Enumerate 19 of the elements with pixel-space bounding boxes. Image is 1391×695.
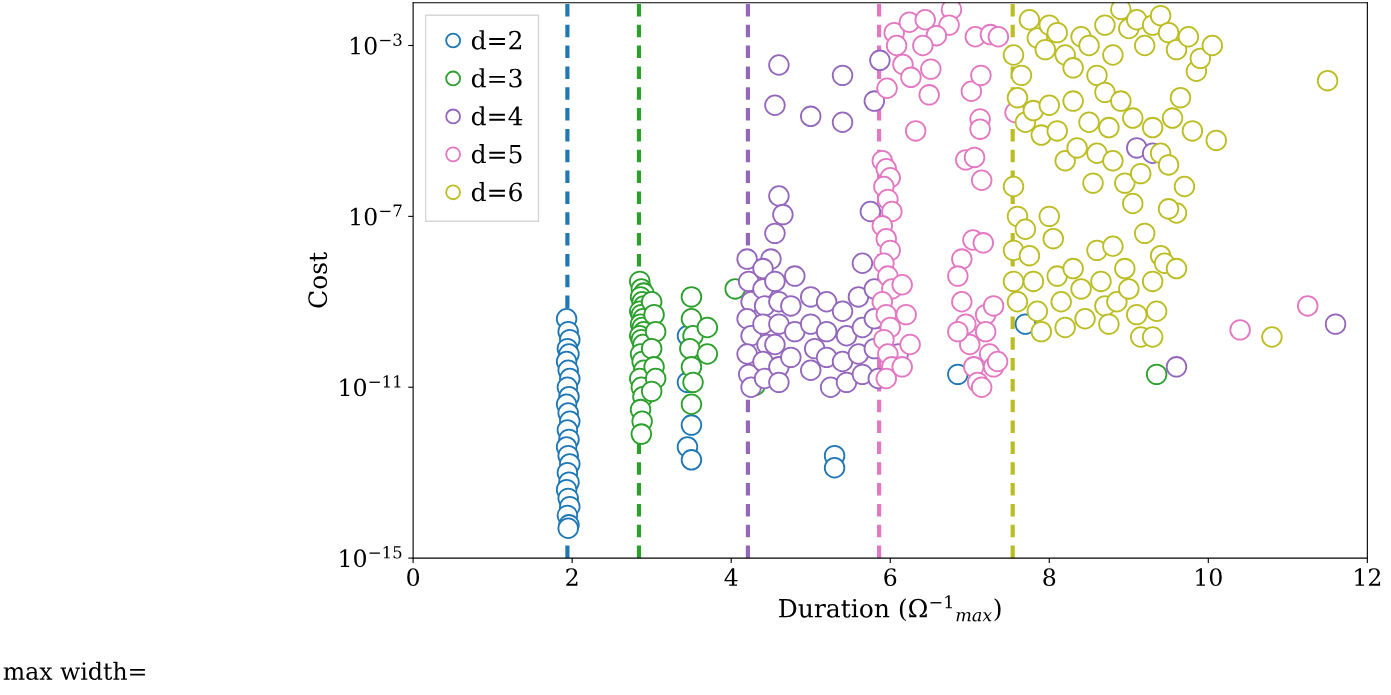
y-tick-label: 10$^{−11}$ bbox=[340, 375, 401, 397]
x-tick-label: 6 bbox=[884, 568, 897, 587]
x-tick-label: 10 bbox=[1196, 568, 1222, 587]
legend-label: d=4 bbox=[471, 106, 523, 126]
y-tick-label: 10$^{−15}$ bbox=[340, 546, 402, 568]
y-tick-label: 10$^{−3}$ bbox=[351, 33, 402, 55]
text: max width= bbox=[3, 661, 145, 680]
legend-label: d=5 bbox=[471, 144, 522, 164]
x-tick-label: 12 bbox=[1355, 568, 1381, 586]
legend-label: d=6 bbox=[471, 182, 522, 202]
x-tick-label: 4 bbox=[724, 568, 738, 586]
x-tick-label: 2 bbox=[566, 568, 578, 586]
legend-label: d=3 bbox=[471, 68, 522, 88]
x-tick-label: 8 bbox=[1043, 568, 1056, 587]
y-axis-title: Cost bbox=[308, 252, 328, 308]
y-tick-label: 10$^{−7}$ bbox=[351, 204, 402, 226]
x-axis-title: Duration (Ω$^{−1}$$_{max}$) bbox=[779, 595, 1001, 622]
legend-label: d=2 bbox=[471, 30, 522, 50]
x-tick-label: 0 bbox=[407, 568, 420, 587]
